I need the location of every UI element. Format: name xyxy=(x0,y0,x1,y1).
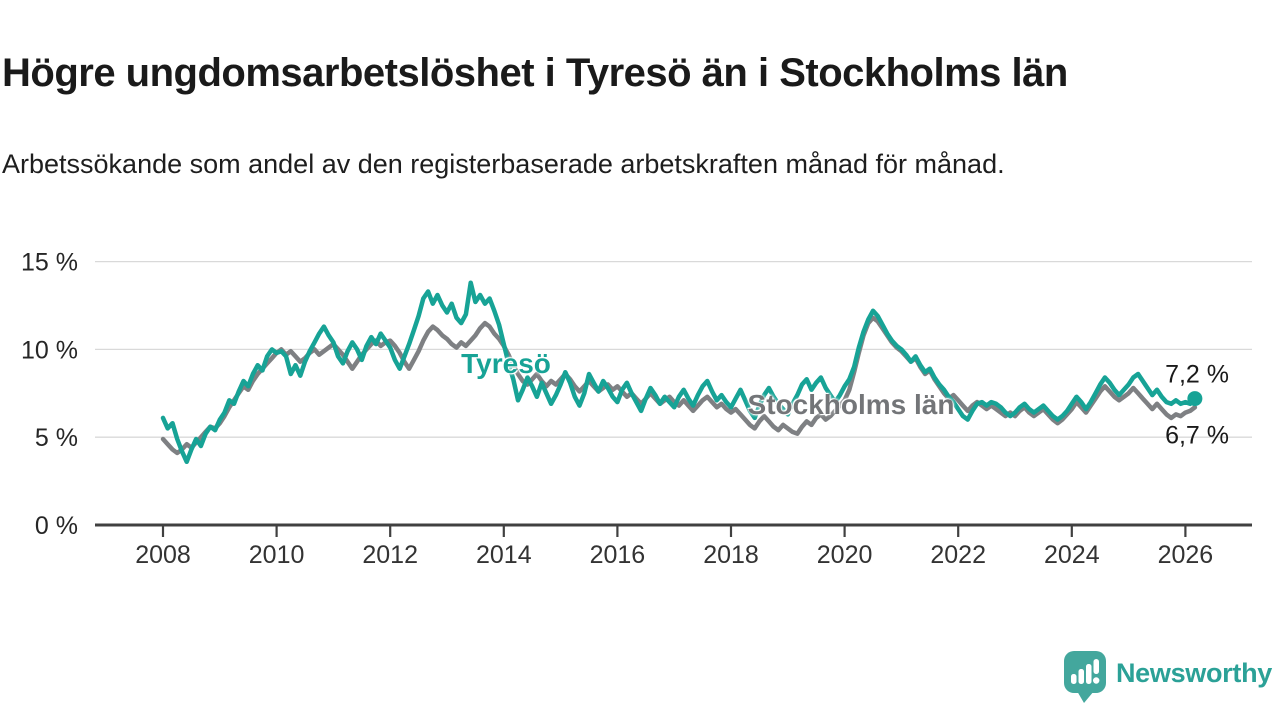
y-axis-label: 15 % xyxy=(21,249,78,277)
y-axis-label: 10 % xyxy=(21,336,78,364)
y-axis-label: 0 % xyxy=(35,512,78,540)
x-axis-label: 2012 xyxy=(362,541,418,569)
end-value-label: 6,7 % xyxy=(1165,421,1229,449)
series-end-dot xyxy=(1187,391,1203,407)
x-axis-label: 2020 xyxy=(817,541,873,569)
y-axis-label: 5 % xyxy=(35,424,78,452)
x-axis-label: 2016 xyxy=(590,541,646,569)
x-axis-label: 2024 xyxy=(1044,541,1100,569)
newsworthy-icon xyxy=(1063,650,1106,703)
page-subtitle: Arbetssökande som andel av den registerb… xyxy=(2,149,1005,179)
x-axis-label: 2014 xyxy=(476,541,532,569)
end-value-label: 7,2 % xyxy=(1165,361,1229,389)
series-label-stockholm: Stockholms län xyxy=(747,389,955,420)
newsworthy-wordmark: Newsworthy xyxy=(1115,657,1272,688)
x-axis-label: 2026 xyxy=(1158,541,1214,569)
series-label-tyreso: Tyresö xyxy=(461,348,551,379)
x-axis-label: 2010 xyxy=(249,541,305,569)
series-line-tyreso xyxy=(160,280,1198,465)
x-axis-label: 2008 xyxy=(135,541,191,569)
newsworthy-logo[interactable]: Newsworthy xyxy=(1063,650,1272,703)
x-axis-label: 2018 xyxy=(703,541,759,569)
page-title: Högre ungdomsarbetslöshet i Tyresö än i … xyxy=(2,50,1068,95)
x-axis-label: 2022 xyxy=(930,541,986,569)
